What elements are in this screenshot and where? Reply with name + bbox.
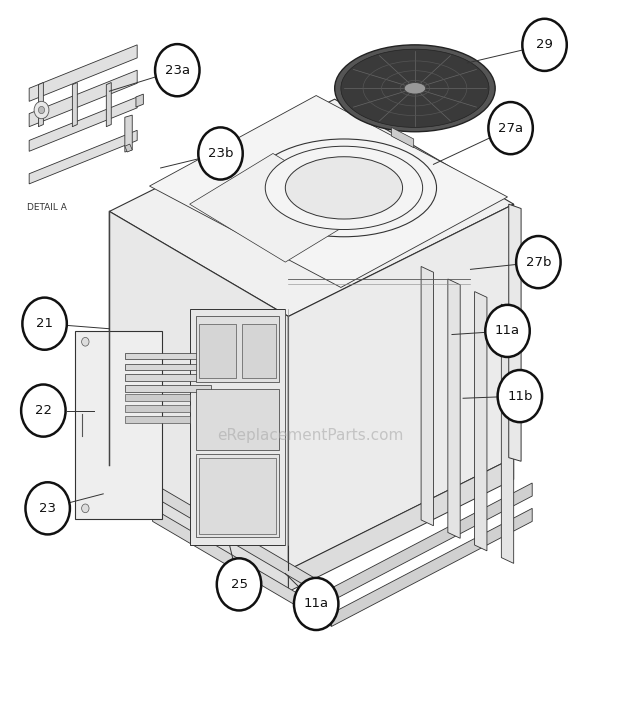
Polygon shape [199, 324, 236, 378]
Polygon shape [242, 324, 276, 378]
Ellipse shape [341, 49, 489, 127]
Circle shape [294, 578, 339, 630]
Text: 11a: 11a [495, 324, 520, 337]
Polygon shape [125, 374, 211, 381]
Polygon shape [125, 385, 211, 392]
Ellipse shape [285, 157, 402, 219]
Polygon shape [288, 458, 514, 592]
Circle shape [516, 236, 560, 288]
Polygon shape [106, 82, 111, 126]
Ellipse shape [251, 139, 436, 237]
Polygon shape [199, 458, 276, 534]
Circle shape [498, 370, 542, 422]
Text: 25: 25 [231, 578, 247, 591]
Polygon shape [136, 94, 143, 107]
Text: 23b: 23b [208, 147, 233, 160]
Circle shape [217, 558, 261, 611]
Polygon shape [109, 99, 514, 316]
Polygon shape [29, 130, 137, 184]
Polygon shape [125, 353, 211, 359]
Circle shape [489, 102, 533, 154]
Polygon shape [421, 267, 433, 526]
Polygon shape [125, 115, 132, 152]
Polygon shape [76, 331, 162, 519]
Polygon shape [509, 204, 521, 461]
Circle shape [522, 19, 567, 71]
Polygon shape [153, 483, 332, 601]
Polygon shape [448, 279, 460, 538]
Polygon shape [196, 389, 279, 451]
Polygon shape [109, 465, 288, 592]
Circle shape [155, 44, 200, 96]
Circle shape [38, 106, 45, 113]
Polygon shape [391, 127, 414, 148]
Ellipse shape [335, 45, 495, 132]
Text: 11a: 11a [304, 598, 329, 611]
Polygon shape [288, 204, 514, 570]
Circle shape [21, 385, 66, 437]
Polygon shape [196, 454, 279, 537]
Text: 29: 29 [536, 39, 553, 52]
Text: 27a: 27a [498, 121, 523, 134]
Circle shape [34, 101, 49, 119]
Polygon shape [125, 405, 190, 412]
Polygon shape [125, 364, 211, 370]
Text: 21: 21 [36, 317, 53, 330]
Text: 23: 23 [39, 502, 56, 515]
Ellipse shape [404, 82, 426, 94]
Polygon shape [502, 304, 514, 563]
Polygon shape [38, 82, 43, 126]
Circle shape [485, 305, 529, 357]
Polygon shape [474, 292, 487, 551]
Circle shape [82, 337, 89, 346]
Circle shape [22, 297, 67, 350]
Polygon shape [29, 97, 137, 151]
Circle shape [25, 482, 70, 534]
Polygon shape [73, 82, 78, 126]
Circle shape [82, 504, 89, 513]
Polygon shape [196, 316, 279, 382]
Polygon shape [125, 144, 132, 152]
Text: 11b: 11b [507, 390, 533, 403]
Polygon shape [125, 416, 190, 423]
Polygon shape [149, 95, 508, 287]
Text: DETAIL A: DETAIL A [27, 204, 67, 212]
Polygon shape [153, 508, 332, 627]
Polygon shape [190, 153, 369, 262]
Text: 27b: 27b [526, 256, 551, 268]
Circle shape [198, 127, 242, 180]
Polygon shape [29, 71, 137, 126]
Polygon shape [332, 508, 532, 627]
Polygon shape [125, 394, 190, 401]
Polygon shape [109, 212, 288, 570]
Polygon shape [332, 483, 532, 601]
Text: 23a: 23a [165, 64, 190, 76]
Text: eReplacementParts.com: eReplacementParts.com [217, 428, 403, 443]
Ellipse shape [265, 146, 423, 230]
Polygon shape [29, 45, 137, 101]
Text: 22: 22 [35, 404, 52, 417]
Polygon shape [190, 309, 285, 545]
